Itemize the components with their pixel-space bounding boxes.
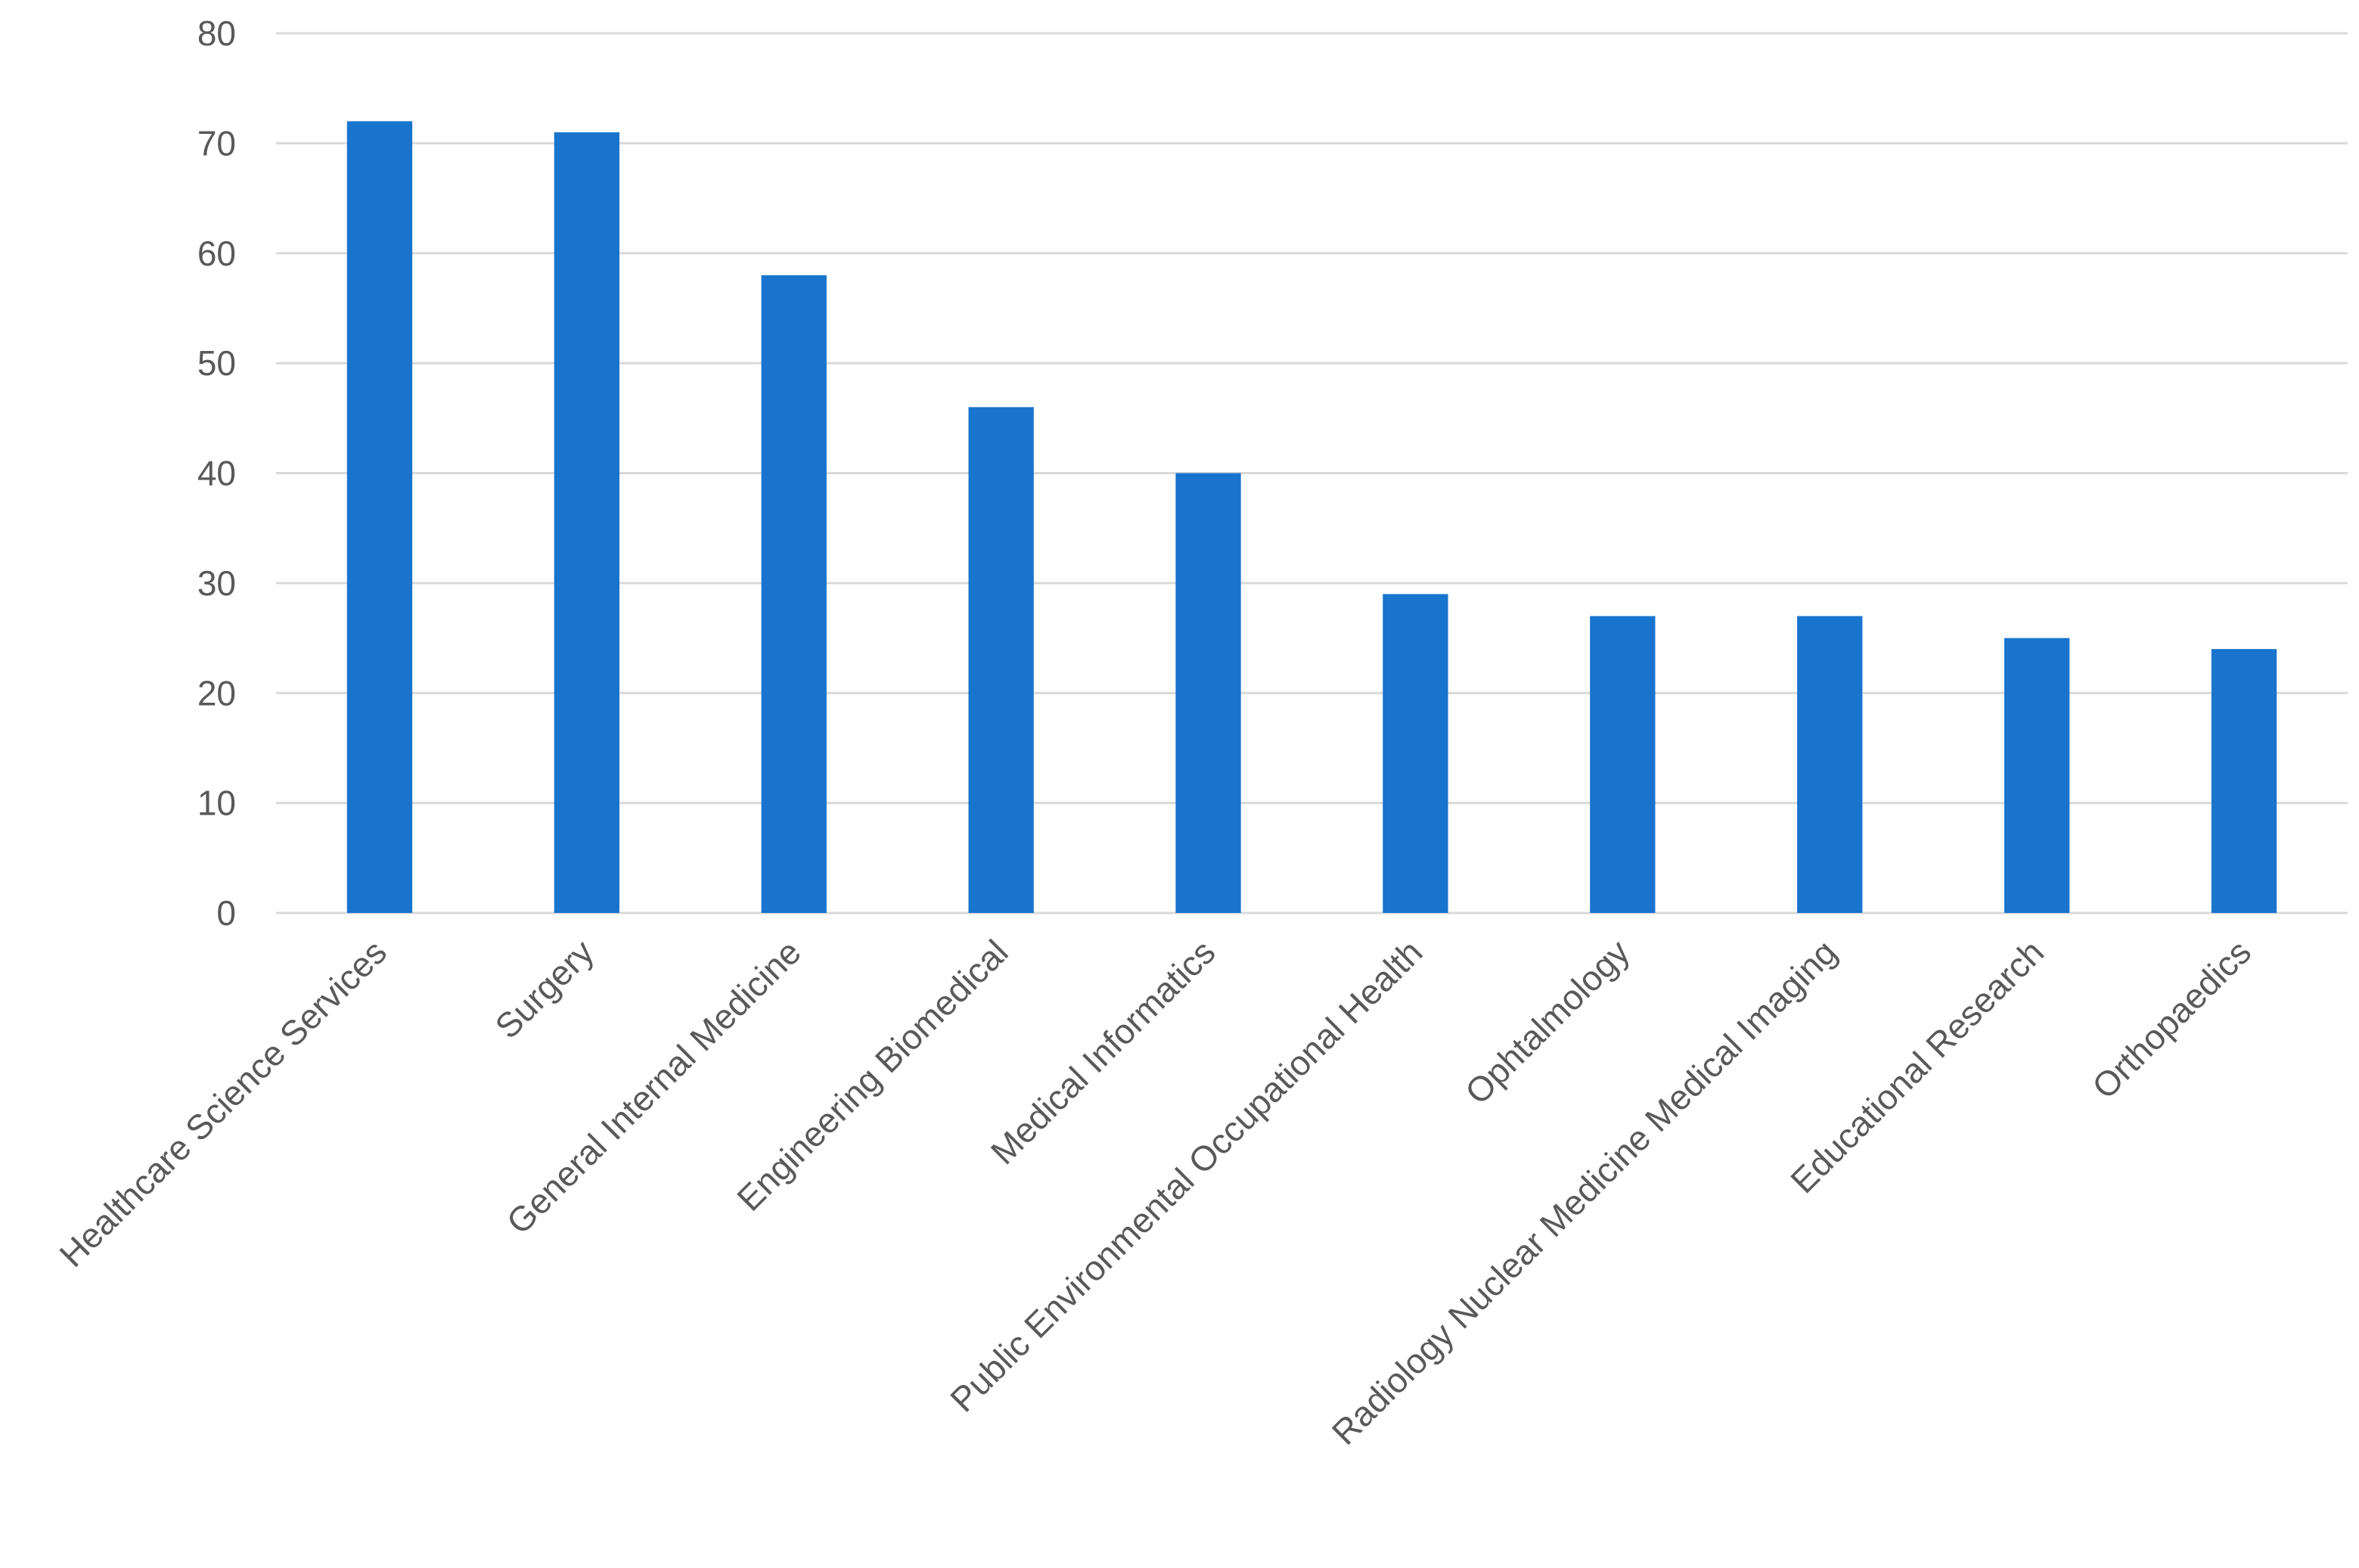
y-tick-label: 70 — [197, 123, 236, 163]
x-tick-label: Medical Informatics — [983, 932, 1223, 1172]
x-tick-label: Healthcare Science Services — [51, 932, 394, 1275]
gridlines — [276, 32, 2348, 914]
y-tick-label: 30 — [197, 564, 236, 603]
bar — [1175, 473, 1241, 913]
x-tick-label: Public Environmental Occupational Health — [942, 932, 1429, 1419]
bar — [968, 407, 1034, 913]
x-axis-tick-labels: Healthcare Science Services SurgeryGenera… — [51, 932, 2258, 1452]
y-axis-tick-labels: 0 10 20 30 40 50 60 70 80 — [197, 14, 236, 933]
x-tick-label: Orthopaedics — [2084, 932, 2258, 1106]
y-tick-label: 50 — [197, 343, 236, 383]
y-tick-label: 10 — [197, 784, 236, 823]
y-tick-label: 80 — [197, 14, 236, 53]
x-tick-label: Ophtalmology — [1457, 932, 1637, 1111]
x-tick-label: Surgery — [487, 932, 601, 1046]
y-tick-label: 20 — [197, 673, 236, 713]
y-tick-label: 60 — [197, 234, 236, 273]
bars — [346, 121, 2277, 913]
bar — [761, 275, 827, 913]
bar — [2211, 649, 2277, 913]
y-tick-label: 40 — [197, 454, 236, 493]
bar — [554, 132, 619, 913]
bar — [2004, 638, 2070, 913]
bar — [1383, 594, 1448, 913]
bar — [1797, 616, 1863, 913]
y-tick-label: 0 — [216, 893, 236, 933]
bar — [1590, 616, 1656, 913]
bar — [346, 121, 413, 913]
